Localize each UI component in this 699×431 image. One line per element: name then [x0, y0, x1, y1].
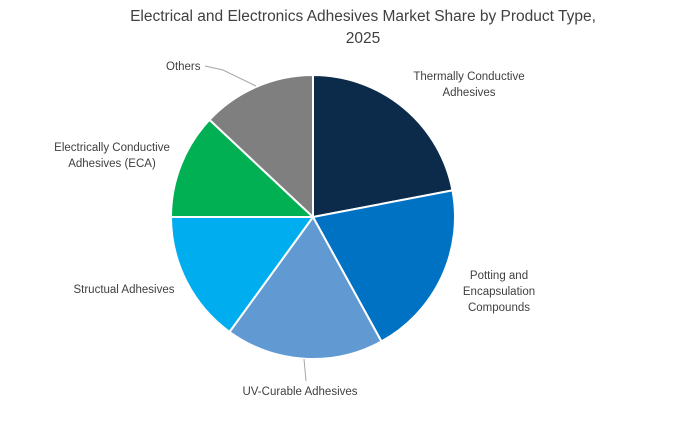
slice-label-potting-and-encapsulation-compounds: Potting and Encapsulation Compounds: [462, 270, 536, 314]
pie-slice-electrically-conductive-adhesives-eca: [170, 118, 314, 218]
chart-title-line-2: 2025: [345, 30, 381, 47]
chart-title-line-1: Electrical and Electronics Adhesives Mar…: [130, 8, 596, 25]
slice-label-structual-adhesives: Structual Adhesives: [73, 284, 175, 296]
slice-label-thermally-conductive-adhesives: Thermally Conductive Adhesives: [413, 71, 525, 99]
slice-label-electrically-conductive-adhesives-eca: Electrically Conductive Adhesives (ECA): [54, 142, 170, 170]
uv-curable-leader-line: [303, 358, 307, 382]
pie-slice-thermally-conductive-adhesives: [312, 74, 454, 218]
others-leader-line: [204, 65, 257, 87]
chart-title: Electrical and Electronics Adhesives Mar…: [28, 6, 698, 50]
slice-label-others: Others: [166, 61, 201, 73]
pie-slice-others: [208, 74, 314, 218]
pie-slice-structual-adhesives: [170, 216, 314, 333]
pie-slice-potting-and-encapsulation-compounds: [312, 189, 456, 343]
slice-label-uv-curable-adhesives: UV-Curable Adhesives: [242, 386, 358, 398]
pie-slice-uv-curable-adhesives: [228, 216, 383, 360]
